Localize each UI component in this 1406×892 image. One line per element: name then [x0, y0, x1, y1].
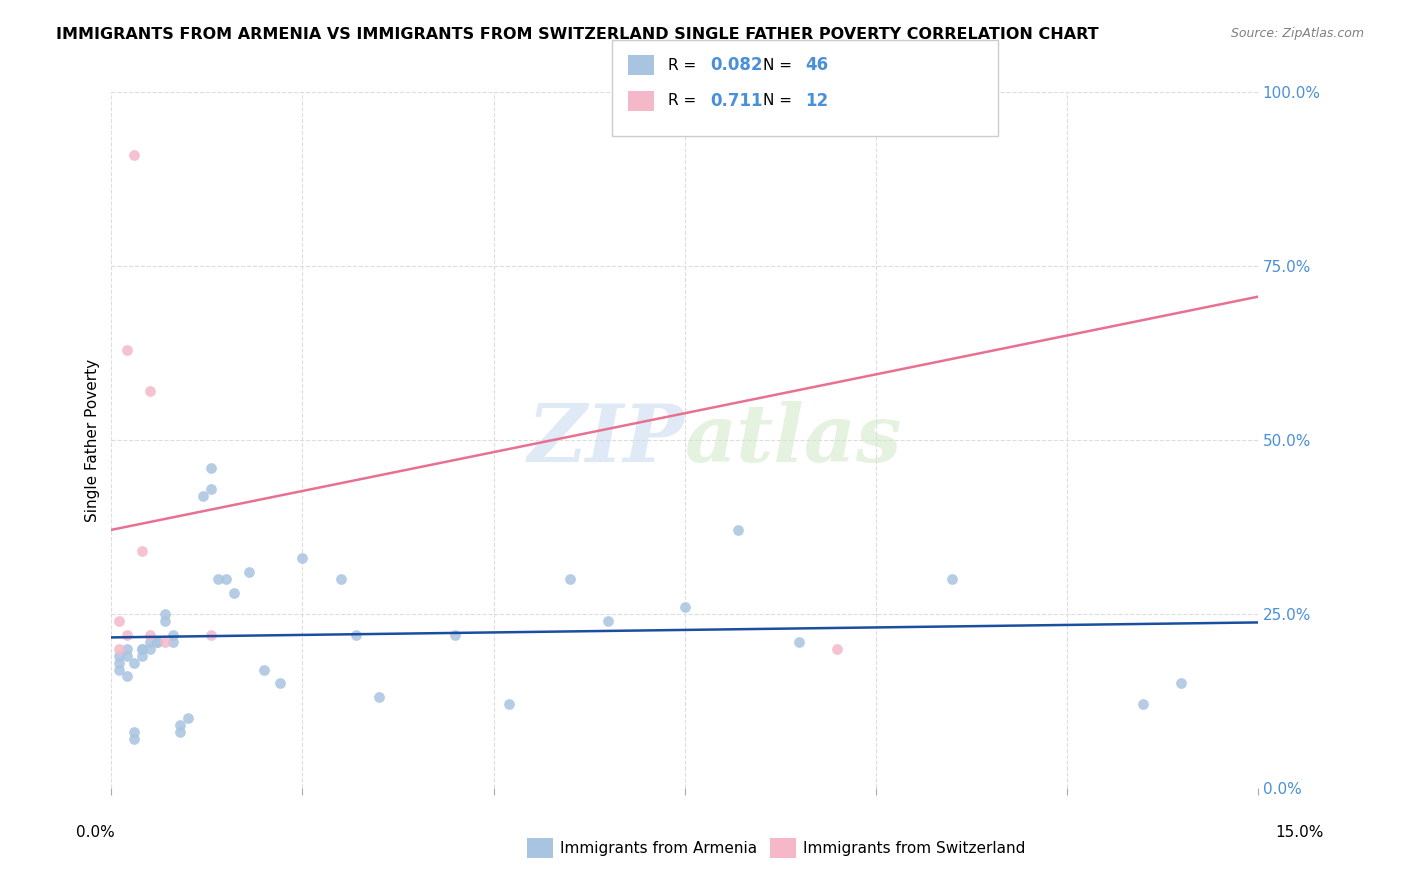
Point: [1132, 698, 1154, 712]
Text: 12: 12: [806, 92, 828, 110]
Point: [146, 634, 169, 648]
Point: [153, 607, 176, 621]
Point: [177, 711, 200, 725]
Point: [253, 663, 276, 677]
Point: [727, 524, 749, 538]
Point: [115, 648, 138, 663]
Point: [787, 634, 810, 648]
Point: [827, 641, 849, 656]
Text: 0.711: 0.711: [710, 92, 762, 110]
Point: [207, 572, 229, 586]
Point: [200, 628, 222, 642]
Point: [108, 641, 131, 656]
Point: [169, 718, 191, 732]
Point: [200, 461, 222, 475]
Point: [138, 634, 160, 648]
Point: [191, 489, 214, 503]
Y-axis label: Single Father Poverty: Single Father Poverty: [86, 359, 100, 522]
Point: [367, 690, 389, 705]
Text: 46: 46: [806, 56, 828, 74]
Point: [598, 614, 620, 628]
Point: [124, 725, 146, 739]
Text: Immigrants from Armenia: Immigrants from Armenia: [560, 841, 756, 855]
Point: [498, 698, 520, 712]
Point: [162, 628, 184, 642]
Point: [115, 641, 138, 656]
Point: [108, 656, 131, 670]
Point: [222, 586, 245, 600]
Point: [124, 656, 146, 670]
Point: [344, 628, 367, 642]
Point: [146, 634, 169, 648]
Point: [1170, 676, 1192, 690]
Point: [108, 614, 131, 628]
Text: N =: N =: [763, 58, 797, 72]
Point: [673, 599, 696, 614]
Point: [291, 551, 314, 566]
Text: ZIP: ZIP: [527, 401, 685, 479]
Text: IMMIGRANTS FROM ARMENIA VS IMMIGRANTS FROM SWITZERLAND SINGLE FATHER POVERTY COR: IMMIGRANTS FROM ARMENIA VS IMMIGRANTS FR…: [56, 27, 1099, 42]
Point: [153, 634, 176, 648]
Point: [138, 641, 160, 656]
Point: [131, 641, 153, 656]
Point: [138, 628, 160, 642]
Point: [153, 614, 176, 628]
Point: [108, 648, 131, 663]
Point: [115, 628, 138, 642]
Point: [138, 384, 160, 399]
Text: R =: R =: [668, 94, 702, 108]
Point: [115, 343, 138, 357]
Point: [124, 732, 146, 747]
Point: [787, 86, 810, 100]
Point: [941, 572, 963, 586]
Point: [269, 676, 291, 690]
Point: [124, 148, 146, 162]
Point: [329, 572, 352, 586]
Text: Source: ZipAtlas.com: Source: ZipAtlas.com: [1230, 27, 1364, 40]
Point: [444, 628, 467, 642]
Text: atlas: atlas: [685, 401, 903, 479]
Point: [115, 669, 138, 683]
Point: [215, 572, 238, 586]
Point: [131, 648, 153, 663]
Text: 0.0%: 0.0%: [76, 825, 115, 840]
Point: [131, 641, 153, 656]
Text: 0.082: 0.082: [710, 56, 762, 74]
Point: [558, 572, 581, 586]
Text: N =: N =: [763, 94, 797, 108]
Text: Immigrants from Switzerland: Immigrants from Switzerland: [803, 841, 1025, 855]
Point: [169, 725, 191, 739]
Text: R =: R =: [668, 58, 702, 72]
Text: 15.0%: 15.0%: [1275, 825, 1323, 840]
Point: [200, 482, 222, 496]
Point: [162, 634, 184, 648]
Point: [131, 544, 153, 558]
Point: [108, 663, 131, 677]
Point: [238, 565, 260, 579]
